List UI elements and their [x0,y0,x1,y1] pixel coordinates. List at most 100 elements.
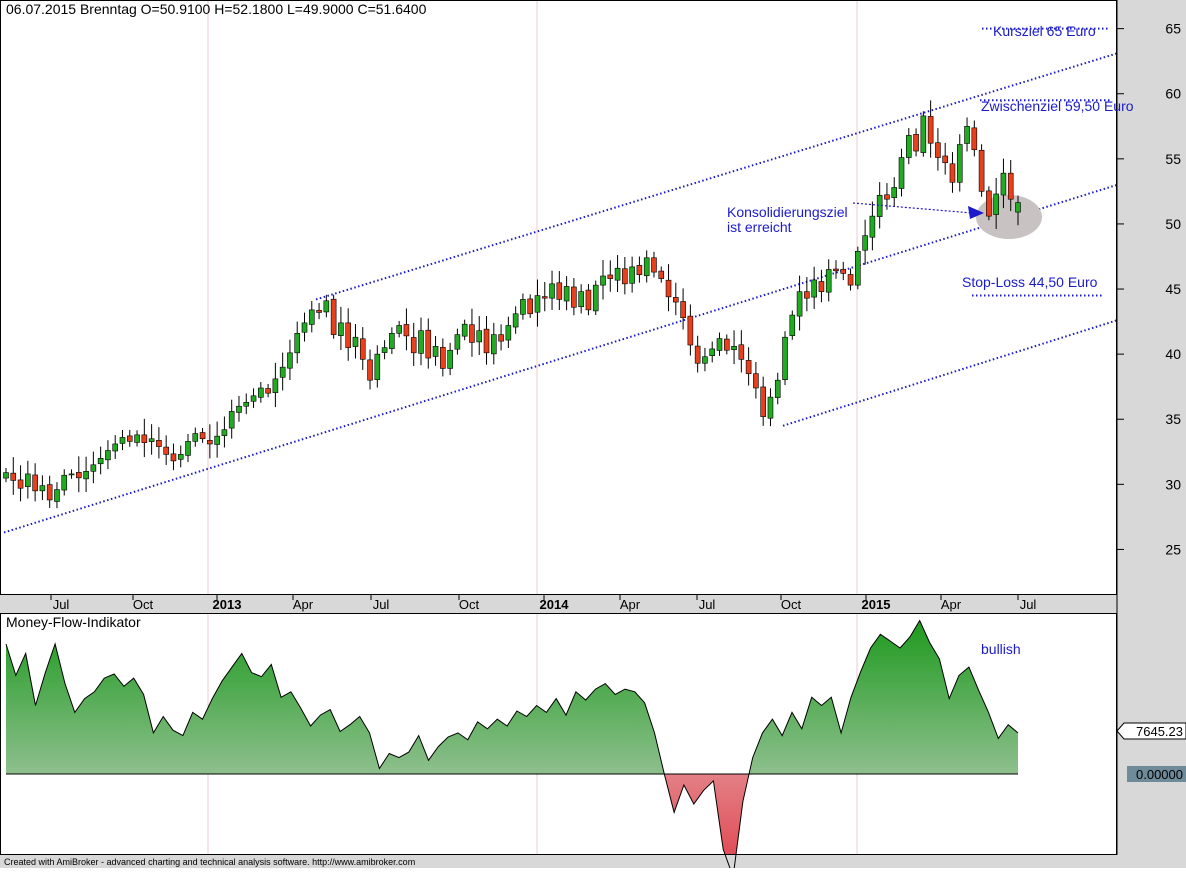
candle-down [367,359,373,381]
candle-up [520,299,526,315]
chart-annotations [852,202,984,219]
candle-up [563,286,570,302]
candle-down [585,289,592,311]
candle-down [723,338,730,351]
candle-down [17,479,24,489]
candle-down [818,281,825,292]
time-month-label: Jul [699,597,716,612]
candle-down [10,472,17,481]
annotation-arrow-head [968,206,984,219]
candle-up [192,433,199,442]
candle-down [541,296,548,299]
candle-up [956,144,963,183]
price-tick-label: 50 [1165,216,1181,232]
candle-up [418,330,424,354]
price-tick-label: 45 [1165,281,1181,297]
candle-down [556,282,563,300]
candle-down [651,257,657,273]
mfi-last-value: 7645.23 [1136,724,1183,739]
price-tick-label: 65 [1165,21,1181,37]
candle-up [709,348,716,356]
price-axis-panel [1117,0,1186,855]
candle-down [833,268,839,272]
candle-up [476,330,483,343]
candle-up [825,269,832,293]
candle-down [156,440,162,447]
candle-up [294,333,301,354]
candle-up [920,115,927,153]
candle-up [716,338,723,351]
candle-down [32,474,38,492]
candle-up [789,314,796,336]
candle-down [483,328,490,354]
candle-up [396,325,402,334]
candle-down [847,274,854,286]
mfi-last-value-tag: 7645.23 [1116,722,1186,740]
candle-up [272,378,279,393]
candle-down [622,268,628,285]
price-panel-frame [0,0,1117,595]
candle-down [141,434,148,443]
candle-down [927,116,934,144]
candle-up [898,157,905,189]
time-axis-bar [0,595,1117,613]
candlestick-series [3,100,1042,509]
candle-down [971,127,978,151]
candle-down [126,435,133,442]
candle-up [811,279,817,298]
candle-up [287,352,293,369]
candle-up [905,135,912,158]
candle-up [68,473,75,476]
candle-up [214,435,220,445]
footer-bar [0,855,1186,868]
candle-up [61,474,68,491]
annotation-consolidation: Konsolidierungsziel [727,204,848,220]
candle-down [163,446,169,455]
candle-up [228,411,235,429]
candle-up [505,325,512,341]
candle-down [316,310,322,313]
candle-down [498,334,504,342]
candle-down [1007,172,1014,200]
candle-up [782,336,788,380]
candle-up [381,347,388,353]
money-flow-area [5,619,1019,873]
candle-up [855,250,861,286]
mfi-positive-area [6,620,1018,774]
candle-down [265,388,271,394]
time-month-label: Jul [1020,597,1037,612]
candle-up [891,187,898,198]
candle-up [731,346,737,351]
candle-up [148,438,155,442]
mfi-zero-tag: 0.00000 [1127,766,1186,782]
candle-down [753,373,759,389]
candle-up [447,349,453,369]
candle-up [643,257,650,277]
candle-up [352,336,359,347]
candle-up [796,291,803,317]
candle-up [964,125,970,144]
candle-down [665,279,672,298]
candle-up [119,437,126,444]
candle-down [978,149,985,192]
annotation-kursziel: Kursziel 65 Euro [993,23,1096,39]
candle-up [279,366,286,378]
candle-down [804,291,810,299]
annotation-stop-loss: Stop-Loss 44,50 Euro [962,274,1098,290]
candle-down [403,324,410,337]
candle-up [39,485,46,492]
candle-down [673,297,679,303]
candle-down [76,472,82,479]
candle-up [250,395,257,402]
candle-down [440,347,446,369]
candle-up [301,322,308,333]
indicator-title: Money-Flow-Indikator [6,614,141,630]
candle-down [410,337,417,354]
candle-down [527,298,534,315]
chart-title: 06.07.2015 Brenntag O=50.9100 H=52.1800 … [6,1,427,17]
candle-up [323,300,330,313]
candle-down [694,345,701,364]
annotation-consolidation-line2: ist erreicht [727,219,792,235]
